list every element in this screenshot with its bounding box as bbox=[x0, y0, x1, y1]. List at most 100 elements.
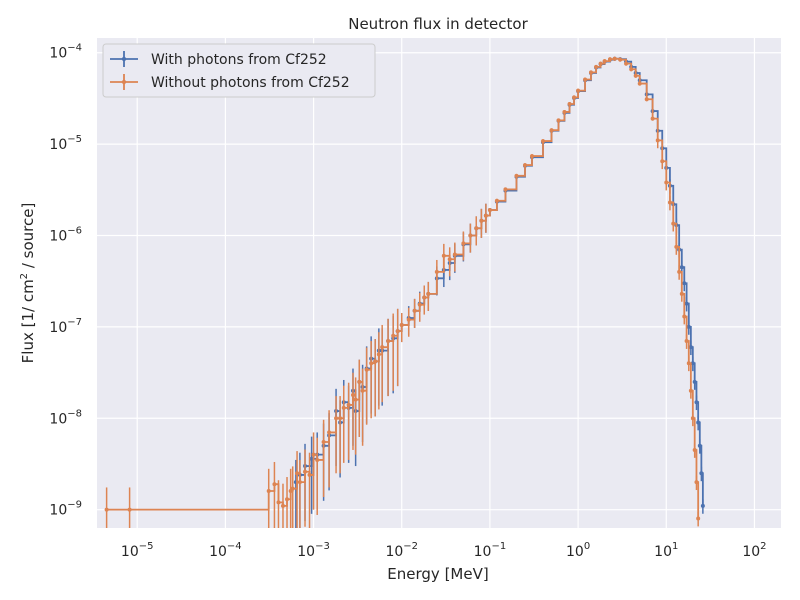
data-point bbox=[441, 253, 446, 258]
data-point bbox=[594, 64, 599, 69]
data-point bbox=[514, 173, 519, 178]
data-point bbox=[618, 57, 623, 62]
plot-background bbox=[97, 38, 781, 528]
data-point bbox=[644, 97, 649, 102]
data-point bbox=[341, 405, 346, 410]
data-point bbox=[452, 252, 457, 257]
data-point bbox=[684, 339, 689, 344]
data-point bbox=[562, 109, 567, 114]
data-point bbox=[697, 443, 702, 448]
data-point bbox=[690, 361, 695, 366]
data-point bbox=[624, 61, 629, 66]
legend-entry-with-photons: With photons from Cf252 bbox=[110, 51, 327, 68]
y-tick-exponent: −5 bbox=[67, 134, 82, 145]
data-point bbox=[376, 352, 381, 357]
data-point bbox=[529, 154, 534, 159]
series-without-photons bbox=[104, 56, 701, 528]
data-point bbox=[357, 379, 362, 384]
x-tick-exponent: −3 bbox=[315, 541, 330, 552]
data-point bbox=[412, 308, 417, 313]
data-point bbox=[334, 416, 339, 421]
data-point bbox=[127, 507, 132, 512]
data-point bbox=[602, 59, 607, 64]
y-tick-label: 10−6 bbox=[49, 226, 82, 245]
legend-marker-without-photons bbox=[121, 79, 127, 85]
legend-label-with-photons: With photons from Cf252 bbox=[151, 52, 327, 68]
y-tick-exponent: −8 bbox=[67, 408, 82, 419]
data-point bbox=[104, 507, 109, 512]
y-tick-base: 10 bbox=[49, 229, 67, 245]
x-tick-label: 102 bbox=[742, 541, 766, 560]
legend-entry-without-photons: Without photons from Cf252 bbox=[110, 74, 350, 91]
data-point bbox=[285, 497, 290, 502]
data-point bbox=[327, 430, 332, 435]
data-point bbox=[696, 516, 701, 521]
data-point bbox=[353, 397, 358, 402]
x-tick-exponent: 0 bbox=[584, 541, 590, 552]
data-point bbox=[295, 471, 300, 476]
data-point bbox=[655, 138, 660, 143]
x-tick-exponent: −2 bbox=[403, 541, 418, 552]
data-point bbox=[556, 118, 561, 123]
y-tick-exponent: −6 bbox=[67, 226, 82, 237]
series-layer bbox=[104, 56, 705, 528]
x-tick-exponent: −4 bbox=[227, 541, 242, 552]
data-point bbox=[688, 345, 693, 350]
y-tick-label: 10−8 bbox=[49, 408, 82, 427]
data-point bbox=[479, 218, 484, 223]
data-point bbox=[694, 400, 699, 405]
data-point bbox=[677, 269, 682, 274]
data-point bbox=[674, 244, 679, 249]
x-tick-exponent: 2 bbox=[760, 541, 766, 552]
y-tick-label: 10−5 bbox=[49, 134, 82, 153]
y-axis-title-part-2: / source] bbox=[19, 203, 37, 273]
data-point bbox=[346, 402, 351, 407]
data-point bbox=[684, 301, 689, 306]
y-tick-base: 10 bbox=[49, 46, 67, 62]
x-tick-label: 100 bbox=[566, 541, 590, 560]
data-point bbox=[503, 187, 508, 192]
legend: With photons from Cf252 Without photons … bbox=[102, 43, 376, 98]
y-axis-title-superscript: 2 bbox=[19, 273, 30, 279]
data-point bbox=[671, 221, 676, 226]
data-point bbox=[650, 116, 655, 121]
y-axis-title-part-1: Flux [1/ cm bbox=[19, 279, 37, 363]
y-tick-base: 10 bbox=[49, 411, 67, 427]
data-point bbox=[350, 392, 355, 397]
data-point bbox=[447, 257, 452, 262]
y-tick-base: 10 bbox=[49, 137, 67, 153]
legend-marker-with-photons bbox=[121, 56, 127, 62]
x-tick-label: 101 bbox=[654, 541, 678, 560]
legend-label-without-photons: Without photons from Cf252 bbox=[151, 75, 350, 91]
data-point bbox=[692, 447, 697, 452]
x-tick-label: 10−4 bbox=[209, 541, 242, 560]
x-tick-label: 10−5 bbox=[121, 541, 154, 560]
data-point bbox=[468, 233, 473, 238]
data-point bbox=[266, 489, 271, 494]
x-tick-base: 10 bbox=[385, 544, 403, 560]
data-point bbox=[692, 379, 697, 384]
data-point bbox=[399, 322, 404, 327]
data-point bbox=[315, 457, 320, 462]
x-tick-base: 10 bbox=[742, 544, 760, 560]
data-point bbox=[395, 329, 400, 334]
y-axis-title: Flux [1/ cm2 / source] bbox=[19, 203, 37, 364]
data-point bbox=[523, 163, 528, 168]
x-tick-labels: 10−5 10−4 10−3 10−2 10−1 100 101 102 bbox=[121, 541, 767, 560]
data-point bbox=[682, 281, 687, 286]
data-point bbox=[699, 471, 704, 476]
data-point bbox=[637, 81, 642, 86]
x-tick-exponent: −1 bbox=[491, 541, 506, 552]
data-point bbox=[607, 57, 612, 62]
data-point bbox=[380, 345, 385, 350]
y-tick-label: 10−7 bbox=[49, 317, 82, 336]
data-point bbox=[690, 416, 695, 421]
x-tick-base: 10 bbox=[209, 544, 227, 560]
data-point bbox=[483, 213, 488, 218]
data-point bbox=[588, 70, 593, 75]
data-point bbox=[309, 456, 314, 461]
data-point bbox=[338, 416, 343, 421]
y-tick-exponent: −4 bbox=[67, 43, 82, 54]
x-tick-exponent: 1 bbox=[672, 541, 678, 552]
